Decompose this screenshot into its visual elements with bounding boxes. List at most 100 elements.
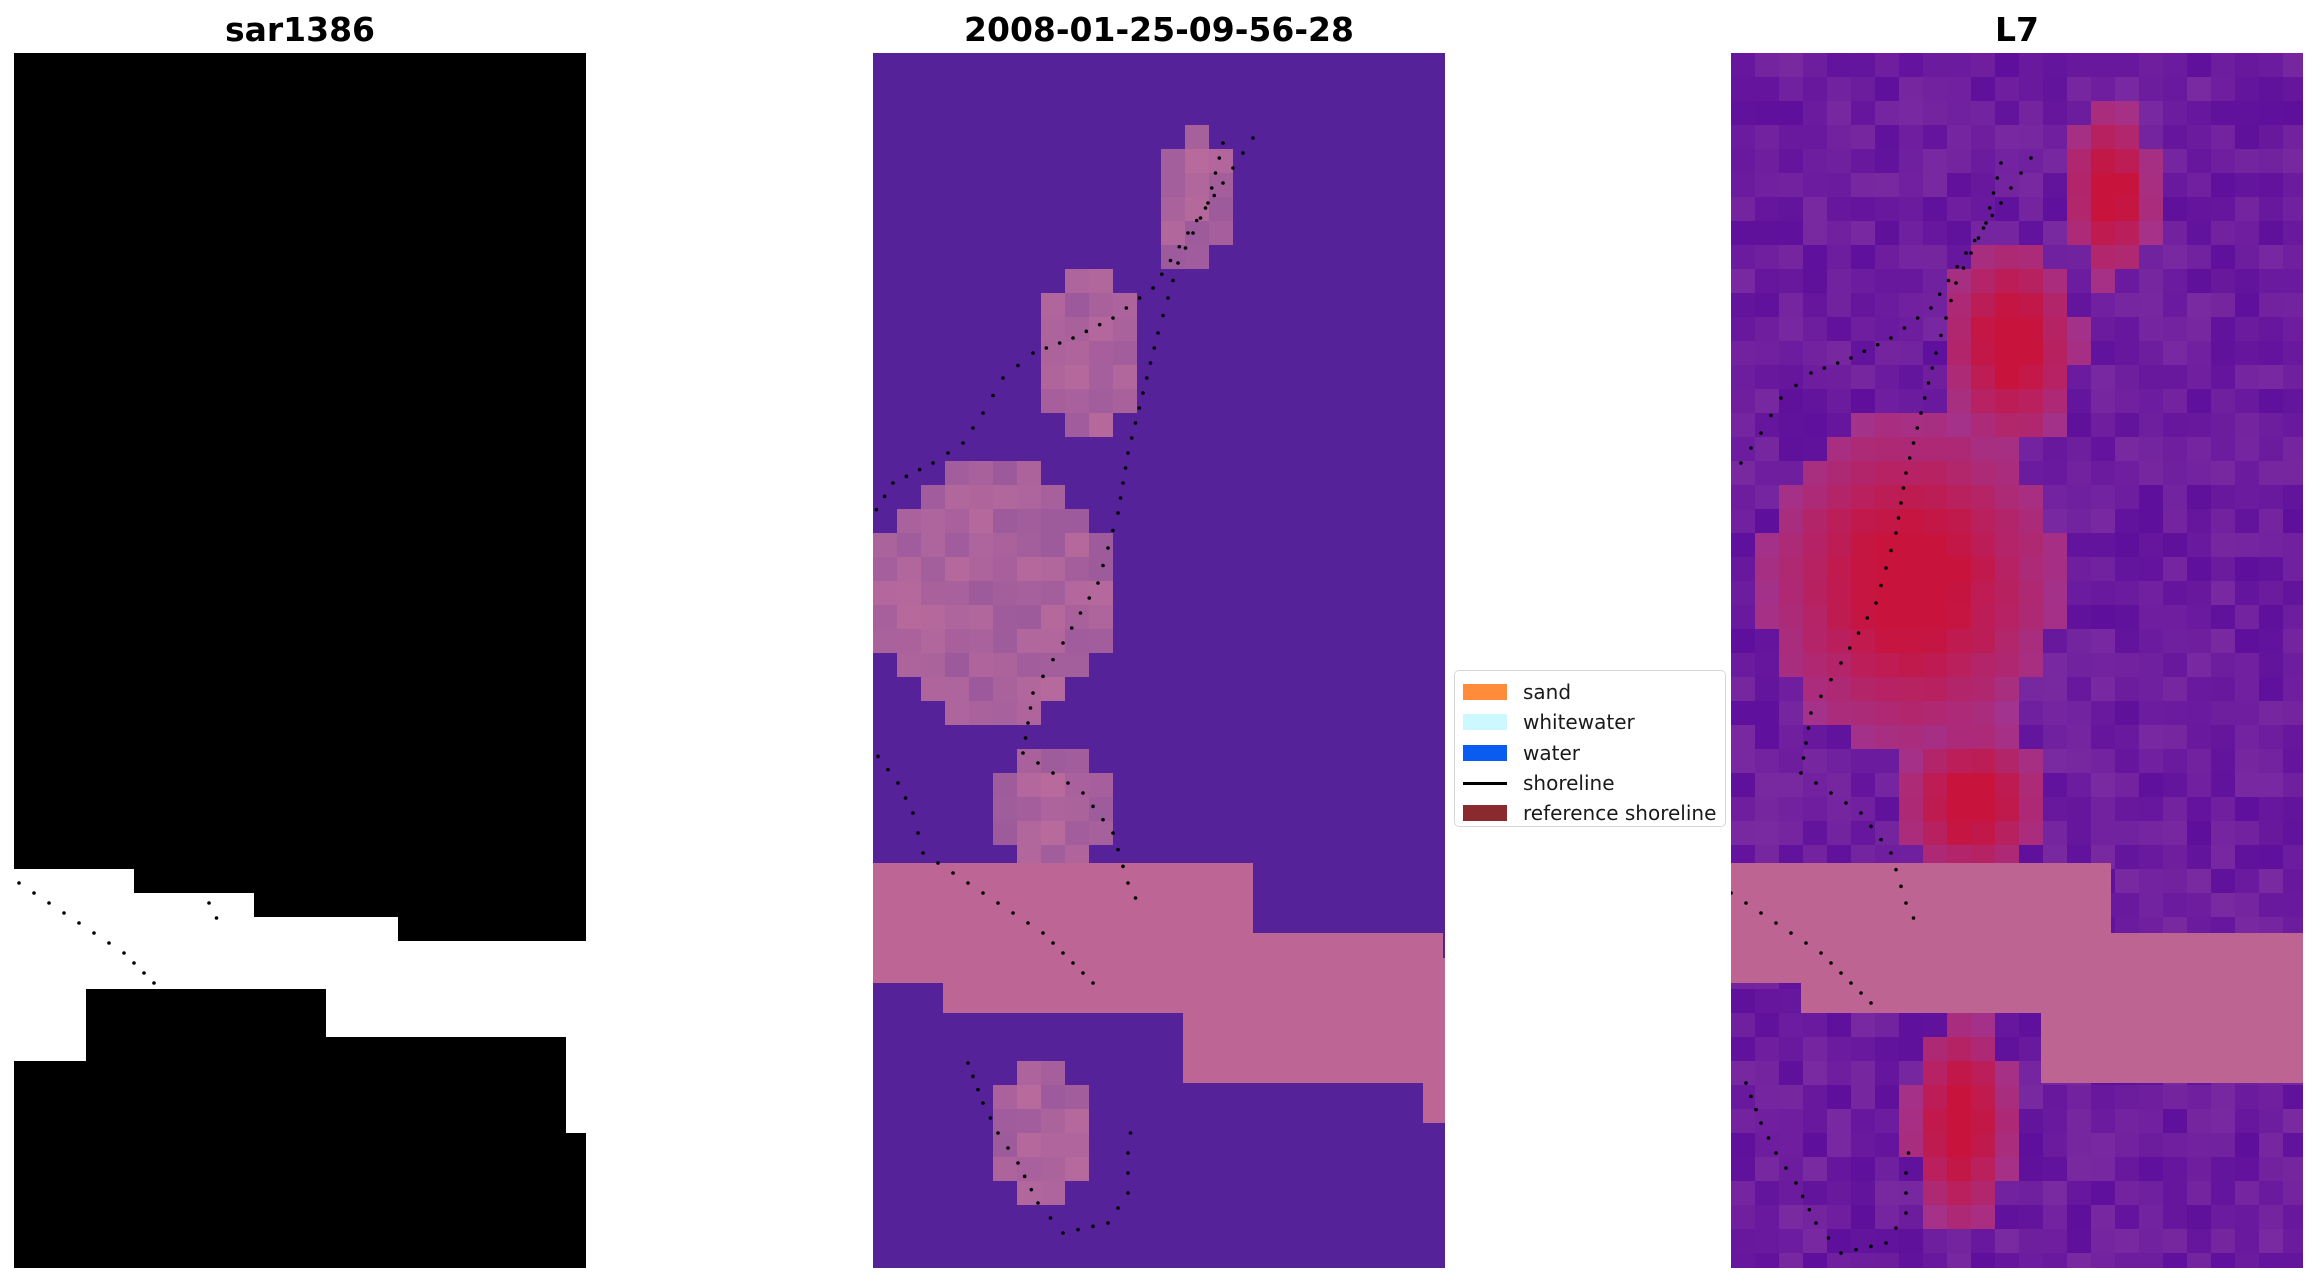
- image-pixel: [14, 1181, 38, 1205]
- image-pixel: [1827, 509, 1851, 533]
- image-pixel: [1875, 53, 1899, 77]
- image-pixel: [182, 341, 206, 365]
- image-pixel: [230, 557, 254, 581]
- image-pixel: [110, 797, 134, 821]
- shoreline-point: [214, 441, 219, 445]
- land-pixel: [1065, 533, 1089, 557]
- image-pixel: [398, 293, 422, 317]
- image-pixel: [110, 821, 134, 845]
- image-pixel: [302, 1109, 326, 1133]
- shoreline-point: [272, 251, 276, 255]
- image-pixel: [110, 341, 134, 365]
- shoreline-point: [107, 741, 111, 745]
- land-pixel: [945, 509, 969, 533]
- image-pixel: [494, 77, 518, 101]
- image-pixel: [2211, 653, 2235, 677]
- image-pixel: [134, 1061, 158, 1085]
- image-pixel: [2067, 821, 2091, 845]
- image-pixel: [230, 797, 254, 821]
- land-pixel: [921, 653, 945, 677]
- image-pixel: [1803, 509, 1827, 533]
- shoreline-point: [1161, 313, 1165, 318]
- shoreline-point: [1191, 231, 1195, 235]
- shoreline-point: [150, 646, 155, 650]
- image-pixel: [422, 749, 446, 773]
- shoreline-point: [214, 916, 219, 920]
- image-pixel: [494, 341, 518, 365]
- image-pixel: [398, 461, 422, 485]
- image-pixel: [134, 533, 158, 557]
- image-pixel: [86, 509, 110, 533]
- image-pixel: [2091, 629, 2115, 653]
- image-pixel: [254, 173, 278, 197]
- image-pixel: [566, 293, 586, 317]
- index-image-panel: [1731, 53, 2303, 1268]
- image-pixel: [182, 1013, 206, 1037]
- image-pixel: [2163, 701, 2187, 725]
- image-pixel: [2163, 1157, 2187, 1181]
- image-pixel: [350, 749, 374, 773]
- image-pixel: [2067, 221, 2091, 245]
- image-pixel: [326, 533, 350, 557]
- image-pixel: [110, 581, 134, 605]
- image-pixel: [1947, 461, 1971, 485]
- image-pixel: [38, 749, 62, 773]
- image-pixel: [278, 1133, 302, 1157]
- image-pixel: [446, 677, 470, 701]
- image-pixel: [230, 581, 254, 605]
- image-pixel: [38, 653, 62, 677]
- image-pixel: [470, 917, 494, 941]
- shoreline-point: [1028, 706, 1033, 710]
- image-pixel: [1827, 1013, 1851, 1037]
- image-pixel: [2067, 341, 2091, 365]
- image-pixel: [326, 149, 350, 173]
- image-pixel: [2235, 1085, 2259, 1109]
- image-pixel: [254, 365, 278, 389]
- image-pixel: [2235, 173, 2259, 197]
- image-pixel: [2019, 149, 2043, 173]
- shoreline-point: [1071, 961, 1075, 965]
- image-pixel: [446, 533, 470, 557]
- shoreline-point: [42, 461, 46, 465]
- image-pixel: [494, 629, 518, 653]
- image-pixel: [350, 341, 374, 365]
- image-pixel: [1731, 197, 1755, 221]
- image-pixel: [1803, 1205, 1827, 1229]
- image-pixel: [278, 101, 302, 125]
- image-pixel: [1971, 149, 1995, 173]
- image-pixel: [14, 317, 38, 341]
- shoreline-point: [62, 431, 66, 435]
- image-pixel: [374, 773, 398, 797]
- image-pixel: [2019, 821, 2043, 845]
- image-pixel: [470, 293, 494, 317]
- image-pixel: [1755, 773, 1779, 797]
- image-pixel: [494, 1061, 518, 1085]
- image-pixel: [2163, 125, 2187, 149]
- image-pixel: [518, 629, 542, 653]
- image-pixel: [2091, 53, 2115, 77]
- land-pixel: [1161, 221, 1185, 245]
- image-pixel: [62, 245, 86, 269]
- shoreline-point: [1006, 1146, 1010, 1150]
- image-pixel: [134, 437, 158, 461]
- image-pixel: [518, 509, 542, 533]
- image-pixel: [278, 1061, 302, 1085]
- image-pixel: [350, 845, 374, 869]
- image-pixel: [134, 1013, 158, 1037]
- image-pixel: [518, 1037, 542, 1061]
- image-pixel: [374, 1157, 398, 1181]
- image-pixel: [542, 413, 566, 437]
- image-pixel: [566, 413, 586, 437]
- image-pixel: [326, 269, 350, 293]
- shoreline-point: [202, 501, 206, 505]
- image-pixel: [62, 365, 86, 389]
- image-pixel: [374, 1085, 398, 1109]
- image-pixel: [62, 557, 86, 581]
- shoreline-point: [882, 494, 887, 499]
- image-pixel: [206, 437, 230, 461]
- land-pixel: [969, 653, 993, 677]
- shoreline-point: [1203, 206, 1208, 210]
- shoreline-point: [1829, 791, 1833, 795]
- land-pixel: [1017, 701, 1041, 725]
- image-pixel: [302, 773, 326, 797]
